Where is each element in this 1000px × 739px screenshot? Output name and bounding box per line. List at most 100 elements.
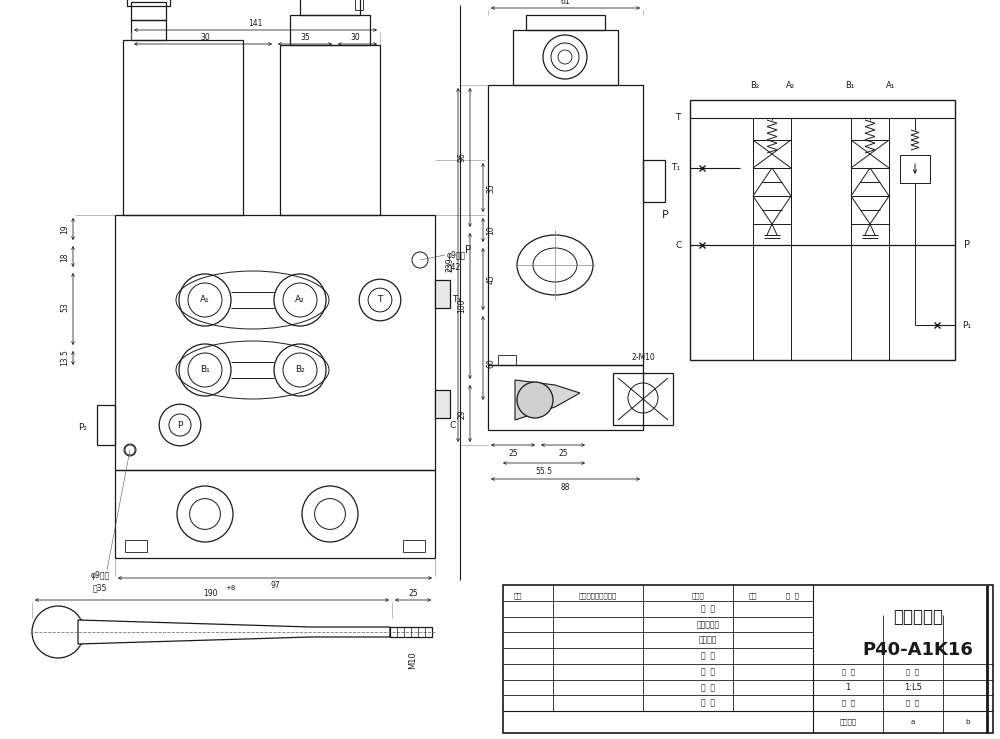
Bar (131, 2, 166, 20)
Bar (690, 100, 955, 360)
Text: 工艺检查: 工艺检查 (699, 636, 717, 644)
Bar (280, 45, 380, 215)
Bar (355, 0, 363, 10)
Bar (498, 355, 516, 365)
Bar (131, 20, 166, 40)
Text: 45: 45 (486, 274, 496, 284)
Text: 高35: 高35 (93, 584, 107, 593)
Bar (390, 627, 432, 637)
Text: 二联多路阀: 二联多路阀 (893, 608, 943, 626)
Text: 100: 100 (458, 299, 466, 313)
Text: a: a (911, 719, 915, 725)
Text: P40-A1K16: P40-A1K16 (863, 641, 973, 659)
Text: 25: 25 (408, 588, 418, 598)
Bar (435, 280, 450, 308)
Bar (115, 470, 435, 558)
Text: 19: 19 (60, 224, 70, 234)
Text: 141: 141 (248, 18, 263, 27)
Text: T: T (377, 296, 383, 304)
Text: T: T (675, 114, 681, 123)
Text: 描  图: 描 图 (701, 667, 715, 676)
Text: 面  差: 面 差 (906, 668, 920, 675)
Text: 190: 190 (203, 588, 217, 598)
Text: A₂: A₂ (295, 296, 305, 304)
Text: φ9通孔: φ9通孔 (90, 571, 110, 581)
Text: 1: 1 (845, 683, 851, 692)
Text: 重  量: 重 量 (842, 700, 854, 706)
Text: 高42: 高42 (447, 262, 461, 271)
Bar (403, 540, 425, 552)
Text: 25: 25 (558, 449, 568, 457)
Text: B₂: B₂ (750, 81, 760, 89)
Text: P₁: P₁ (962, 321, 972, 330)
Text: B₁: B₁ (845, 81, 855, 89)
Bar (851, 196, 889, 224)
Bar (526, 15, 605, 30)
Text: 55.5: 55.5 (536, 466, 552, 475)
Text: 角  差: 角 差 (842, 668, 854, 675)
Text: A₁: A₁ (885, 81, 895, 89)
Text: 13.5: 13.5 (60, 350, 70, 367)
Text: P: P (964, 240, 970, 250)
Text: C: C (676, 240, 682, 250)
Bar (851, 168, 889, 196)
Text: 签  名: 签 名 (786, 593, 800, 599)
Text: M10: M10 (409, 651, 418, 669)
Text: 更改内容或依据图面: 更改内容或依据图面 (579, 593, 617, 599)
Bar (123, 40, 243, 215)
Bar (753, 196, 791, 224)
Polygon shape (78, 620, 390, 644)
Text: 10: 10 (486, 225, 496, 235)
Text: 标准化检查: 标准化检查 (696, 620, 720, 629)
Text: A₁: A₁ (200, 296, 210, 304)
Text: 35: 35 (300, 33, 310, 43)
Text: 18: 18 (60, 252, 70, 262)
Bar (127, 0, 170, 6)
Text: 25: 25 (508, 449, 518, 457)
Text: 2-M10: 2-M10 (631, 353, 655, 361)
Text: 比  例: 比 例 (906, 700, 920, 706)
Text: 53: 53 (60, 302, 70, 312)
Bar (290, 15, 370, 45)
Text: 29: 29 (458, 409, 466, 419)
Text: 图样标记: 图样标记 (840, 719, 856, 725)
Text: 88: 88 (561, 483, 570, 491)
Bar (753, 140, 791, 168)
Bar (488, 85, 643, 365)
Text: A₂: A₂ (786, 81, 794, 89)
Bar (513, 30, 618, 85)
Text: 审  核: 审 核 (701, 604, 715, 613)
Bar (97, 405, 115, 445)
Text: 30: 30 (350, 33, 360, 43)
Bar (435, 390, 450, 418)
Text: 61: 61 (561, 0, 570, 5)
Text: 校  对: 校 对 (701, 651, 715, 661)
Text: P₂: P₂ (78, 423, 88, 432)
Text: 35: 35 (486, 183, 496, 193)
Text: 30: 30 (201, 33, 210, 43)
Bar (753, 168, 791, 196)
Bar (851, 140, 889, 168)
Text: P: P (662, 210, 668, 220)
Text: φ9通孔: φ9通孔 (447, 251, 466, 259)
Bar (488, 365, 643, 430)
Text: B₂: B₂ (295, 366, 305, 375)
Bar (115, 215, 435, 470)
Text: 设  计: 设 计 (701, 698, 715, 708)
Text: b: b (966, 719, 970, 725)
Text: 标记: 标记 (514, 593, 522, 599)
Text: P: P (177, 420, 183, 429)
Text: 制  图: 制 图 (701, 683, 715, 692)
Bar (613, 373, 673, 425)
Text: 97: 97 (270, 581, 280, 590)
Text: T₁: T₁ (672, 163, 680, 172)
Text: 1:L5: 1:L5 (904, 683, 922, 692)
Bar (300, 0, 360, 15)
Bar (643, 160, 665, 202)
Bar (125, 540, 147, 552)
Text: 60: 60 (486, 358, 496, 368)
Text: 日期: 日期 (749, 593, 757, 599)
Bar (503, 585, 993, 733)
Text: 239: 239 (446, 258, 454, 272)
Circle shape (517, 382, 553, 418)
